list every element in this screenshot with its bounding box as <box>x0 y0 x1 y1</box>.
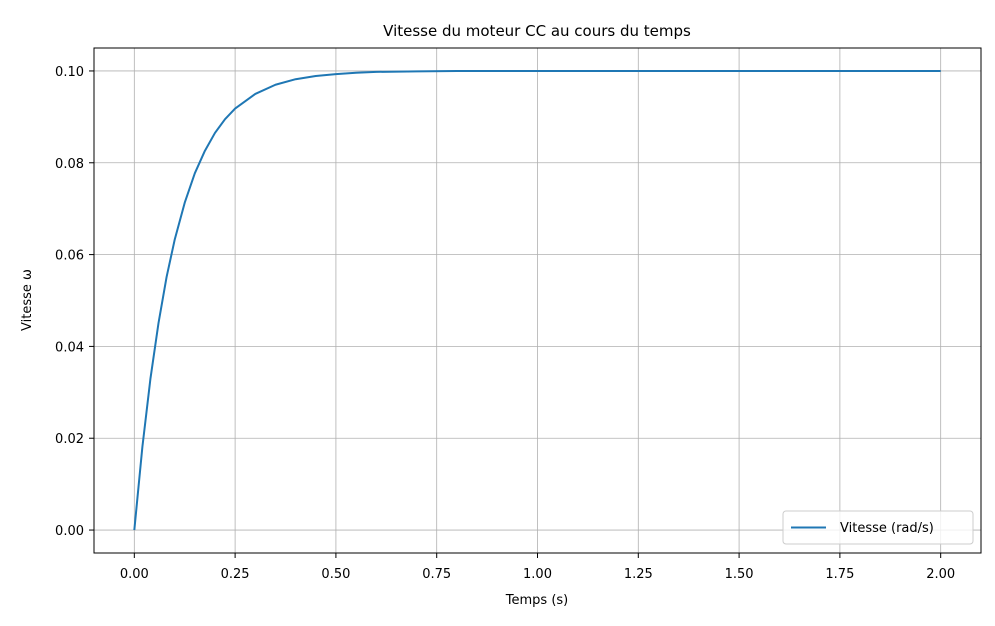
chart-title: Vitesse du moteur CC au cours du temps <box>383 22 691 40</box>
y-tick-label: 0.06 <box>55 249 84 264</box>
legend: Vitesse (rad/s) <box>782 510 974 545</box>
y-axis-label: Vitesse ω <box>20 269 35 331</box>
series-line <box>133 69 941 531</box>
x-tick-label: 1.50 <box>725 567 754 582</box>
y-tick-label: 0.02 <box>55 432 84 447</box>
x-tick-label: 2.00 <box>926 567 955 582</box>
x-axis-label: Temps (s) <box>505 593 568 608</box>
legend-label: Vitesse (rad/s) <box>840 521 934 536</box>
x-tick-label: 0.00 <box>120 567 149 582</box>
x-tick-label: 0.25 <box>221 567 250 582</box>
y-tick-label: 0.10 <box>55 65 84 80</box>
y-tick-label: 0.04 <box>55 340 84 355</box>
y-tick-label: 0.00 <box>55 524 84 539</box>
x-tick-label: 0.50 <box>321 567 350 582</box>
x-tick-label: 0.75 <box>422 567 451 582</box>
x-tick-label: 1.25 <box>624 567 653 582</box>
legend-box <box>782 510 974 545</box>
y-tick-label: 0.08 <box>55 157 84 172</box>
x-tick-label: 1.75 <box>825 567 854 582</box>
series-layer <box>133 69 941 531</box>
x-axis-ticks: 0.00 0.25 0.50 0.75 1.00 1.25 1.50 1.75 2.00 <box>120 553 955 582</box>
y-axis-ticks: 0.00 0.02 0.04 0.06 0.08 0.10 <box>55 65 94 539</box>
x-tick-label: 1.00 <box>523 567 552 582</box>
